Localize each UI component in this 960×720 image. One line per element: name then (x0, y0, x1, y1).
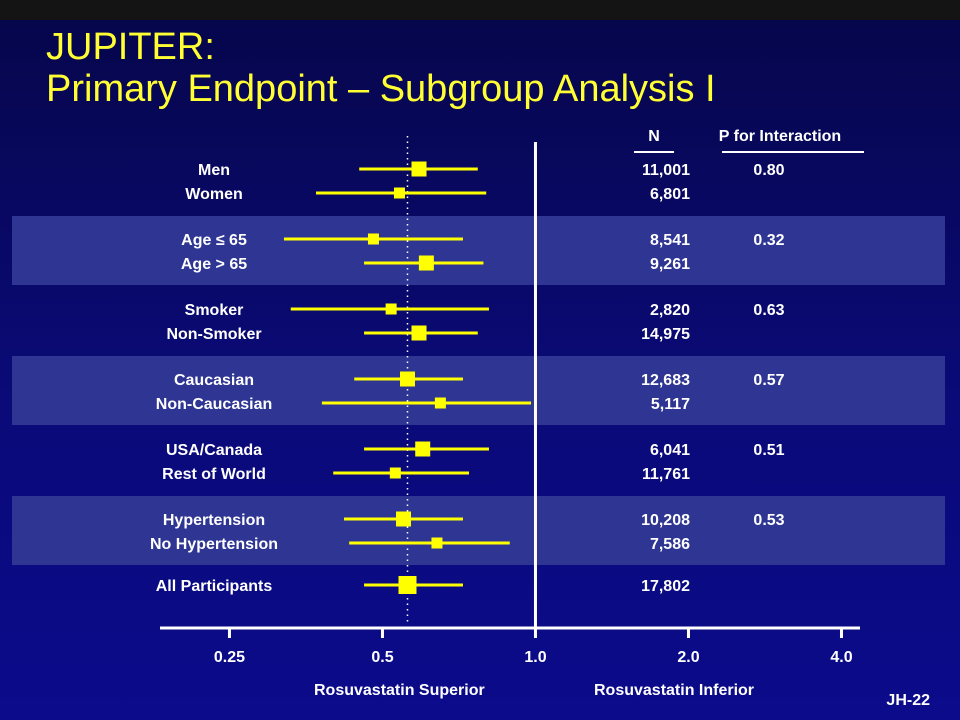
top-bar (0, 0, 960, 20)
hr-marker (367, 233, 379, 245)
n-header-underline (634, 151, 674, 153)
slide-title: JUPITER: Primary Endpoint – Subgroup Ana… (46, 26, 716, 110)
hr-marker (434, 397, 446, 409)
row-n: 5,117 (651, 396, 690, 413)
row-n: 6,801 (650, 186, 690, 203)
row-label: Men (198, 162, 230, 179)
title-line-2: Primary Endpoint – Subgroup Analysis I (46, 68, 716, 110)
row-label: Rest of World (162, 466, 266, 483)
subgroup-band (12, 356, 945, 425)
row-label: Age > 65 (181, 256, 247, 273)
row-n: 14,975 (641, 326, 690, 343)
row-n: 6,041 (650, 442, 690, 459)
row-n: 12,683 (641, 372, 690, 389)
hr-marker (389, 467, 401, 479)
row-label: Age ≤ 65 (181, 232, 247, 249)
p-column-header: P for Interaction (718, 128, 842, 145)
hr-marker (411, 325, 427, 341)
row-n: 17,802 (641, 578, 690, 595)
p-header-underline (722, 151, 864, 153)
row-label: Caucasian (174, 372, 254, 389)
row-label: Smoker (185, 302, 244, 319)
row-n: 9,261 (650, 256, 690, 273)
hr-marker (431, 537, 443, 549)
row-n: 7,586 (650, 536, 690, 553)
row-label: Non-Smoker (166, 326, 261, 343)
hr-marker (411, 161, 427, 177)
row-label: All Participants (156, 578, 273, 595)
left-axis-caption: Rosuvastatin Superior (314, 682, 485, 699)
row-p-interaction: 0.32 (753, 232, 784, 249)
hr-marker (415, 441, 431, 457)
x-tick-label: 1.0 (524, 649, 546, 666)
row-n: 10,208 (641, 512, 690, 529)
x-tick-label: 0.5 (371, 649, 393, 666)
row-n: 8,541 (650, 232, 690, 249)
row-p-interaction: 0.51 (753, 442, 784, 459)
x-tick-label: 0.25 (214, 649, 245, 666)
x-tick-label: 4.0 (830, 649, 852, 666)
row-label: No Hypertension (150, 536, 278, 553)
hr-marker (385, 303, 397, 315)
title-line-1: JUPITER: (46, 26, 215, 68)
hr-marker (418, 255, 434, 271)
subgroup-band (12, 496, 945, 565)
right-axis-caption: Rosuvastatin Inferior (594, 682, 755, 699)
row-n: 11,001 (642, 162, 690, 179)
row-n: 2,820 (650, 302, 690, 319)
row-label: USA/Canada (166, 442, 262, 459)
row-label: Non-Caucasian (156, 396, 272, 413)
hr-marker (399, 371, 415, 387)
hr-marker (396, 511, 412, 527)
row-label: Women (185, 186, 242, 203)
row-p-interaction: 0.53 (753, 512, 784, 529)
subgroup-band (12, 216, 945, 285)
row-p-interaction: 0.57 (753, 372, 784, 389)
slide-id: JH-22 (886, 692, 930, 709)
row-label: Hypertension (163, 512, 265, 529)
hr-marker (398, 576, 417, 594)
hr-marker (393, 187, 405, 199)
row-p-interaction: 0.63 (753, 302, 784, 319)
n-column-header: N (648, 128, 660, 145)
row-n: 11,761 (642, 466, 690, 483)
x-tick-label: 2.0 (677, 649, 699, 666)
row-p-interaction: 0.80 (753, 162, 784, 179)
